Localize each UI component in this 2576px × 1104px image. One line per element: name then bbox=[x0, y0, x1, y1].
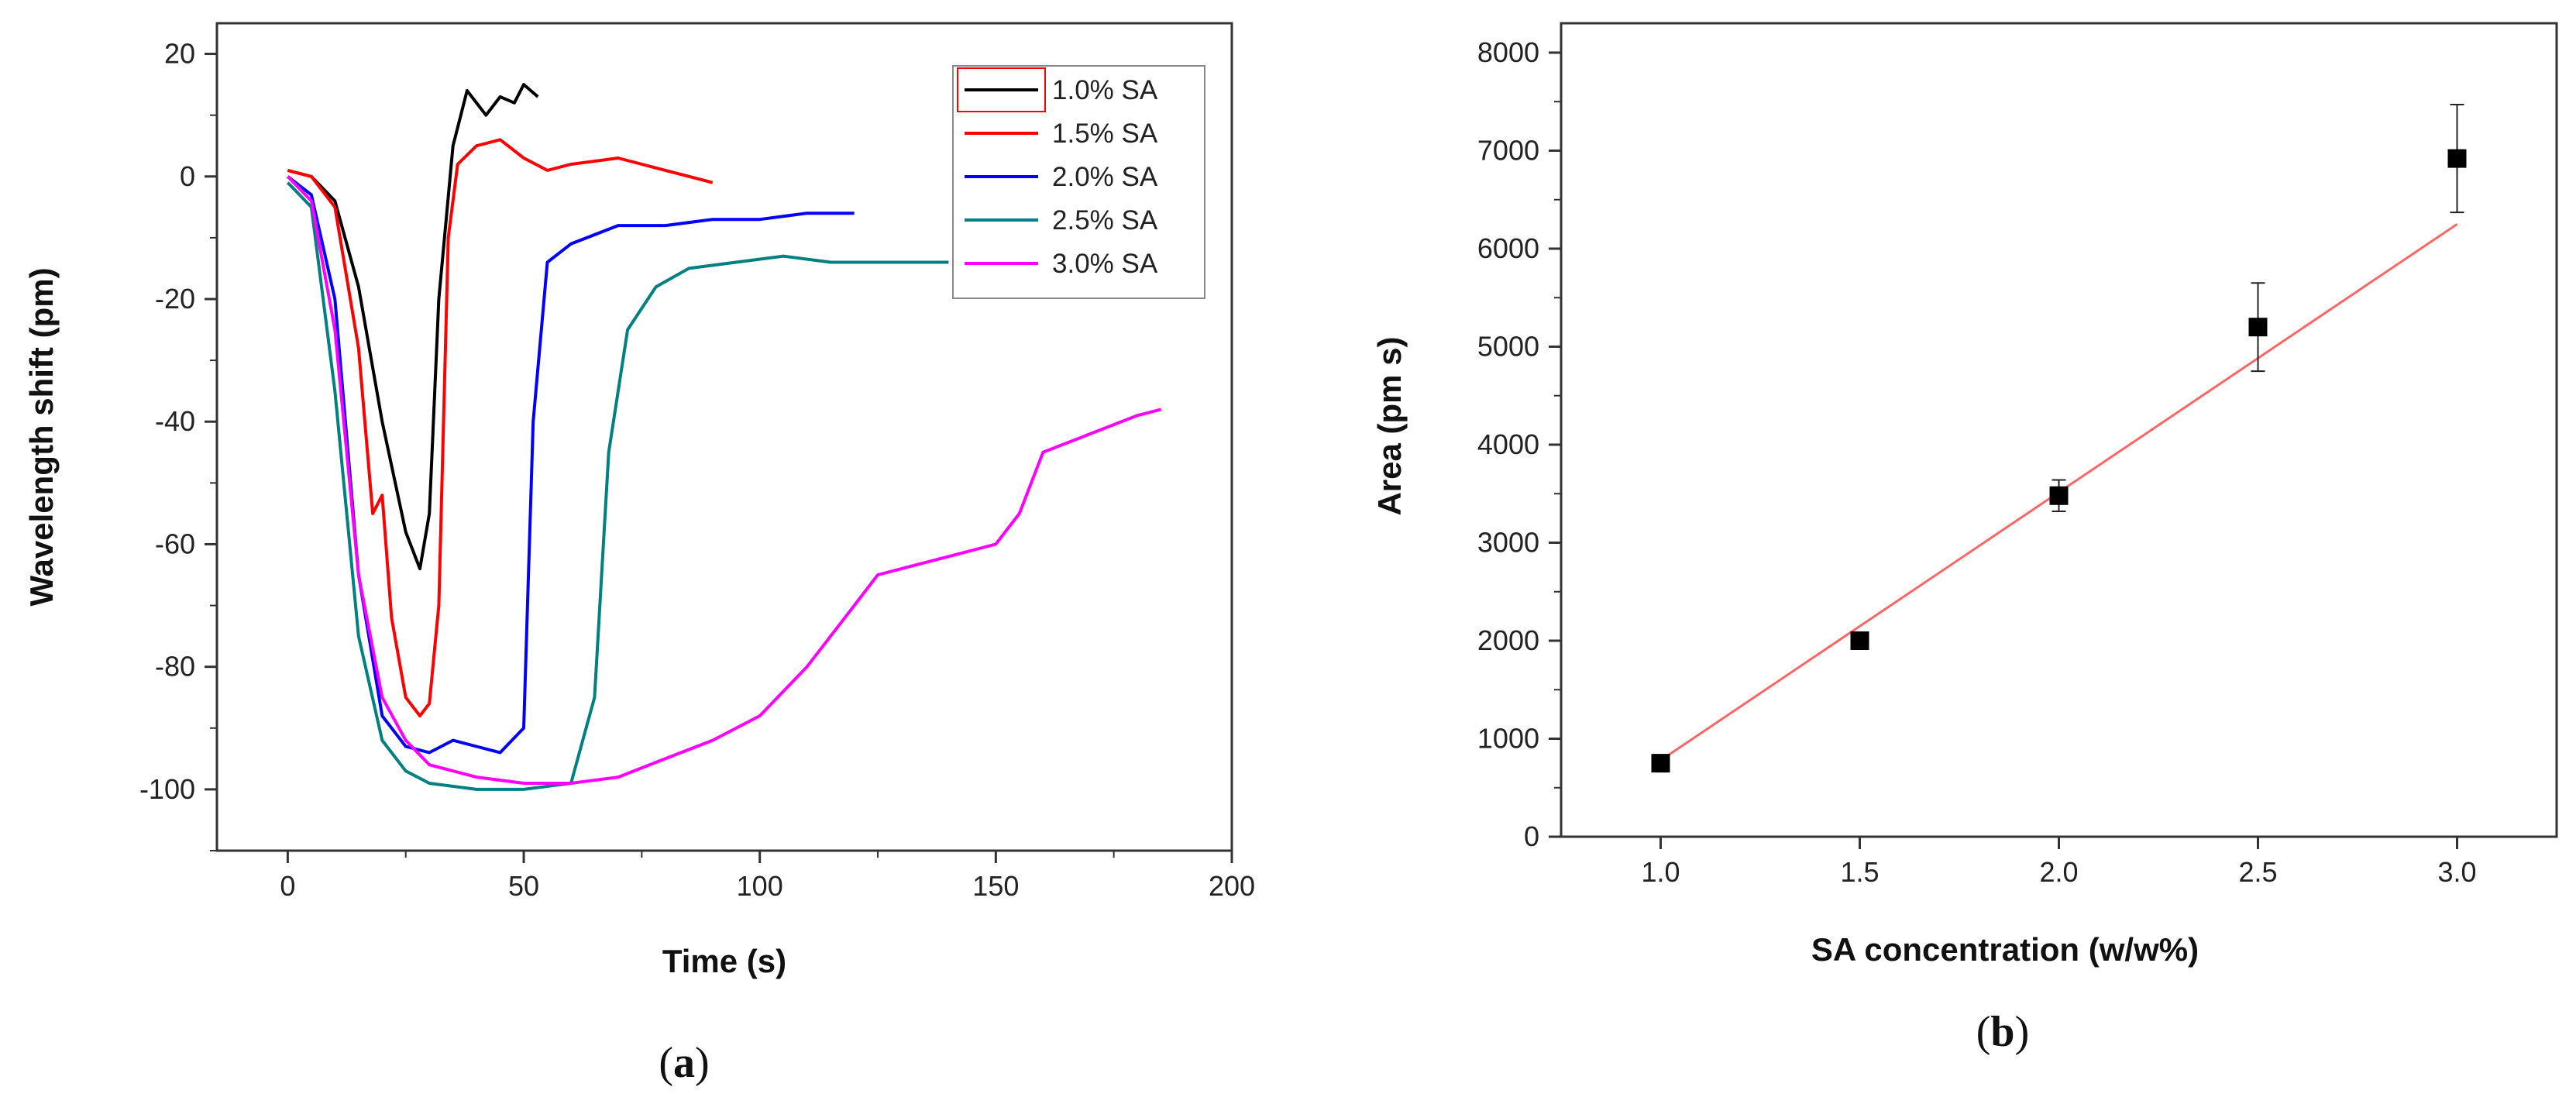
data-point bbox=[2049, 486, 2069, 505]
y-tick-label: 7000 bbox=[1477, 134, 1539, 166]
panel-a-legend: 1.0% SA 1.5% SA 2.0% SA 2.5% SA 3.0% SA bbox=[952, 65, 1205, 299]
x-tick-label: 3.0 bbox=[2437, 856, 2476, 888]
data-point bbox=[2248, 318, 2268, 337]
x-tick-label: 200 bbox=[1209, 870, 1255, 902]
x-tick-label: 1.0 bbox=[1641, 856, 1680, 888]
y-tick-label: 8000 bbox=[1477, 36, 1539, 68]
panel-a-series bbox=[286, 83, 1162, 791]
y-tick-label: -80 bbox=[155, 651, 195, 683]
y-tick-label: 1000 bbox=[1477, 722, 1539, 754]
panel-a-label: (a) bbox=[659, 1039, 709, 1087]
y-tick-label: 5000 bbox=[1477, 330, 1539, 362]
y-tick-label: -40 bbox=[155, 405, 195, 437]
legend-label: 1.0% SA bbox=[1052, 75, 1158, 105]
panel-b: 1.0 1.5 2.0 2.5 3.0 0 1000 2000 3000 4000 5000 6000… bbox=[1371, 22, 2558, 1056]
legend-items: 1.0% SA 1.5% SA 2.0% SA 2.5% SA 3.0% SA bbox=[965, 75, 1158, 279]
panel-b-ticks: 1.0 1.5 2.0 2.5 3.0 0 1000 2000 3000 4000 5000 6000… bbox=[1477, 36, 2477, 888]
series-line bbox=[287, 138, 714, 717]
x-tick-label: 100 bbox=[737, 870, 783, 902]
legend-label: 2.5% SA bbox=[1052, 205, 1158, 236]
legend-label: 3.0% SA bbox=[1052, 249, 1158, 279]
legend-highlight-box bbox=[957, 67, 1046, 112]
series-line bbox=[287, 175, 855, 755]
panel-b-y-axis-title: Area (pm s) bbox=[1371, 336, 1408, 515]
panel-b-x-axis-title: SA concentration (w/w%) bbox=[1811, 931, 2199, 968]
y-tick-label: -20 bbox=[155, 283, 195, 315]
y-tick-label: 3000 bbox=[1477, 526, 1539, 558]
x-tick-label: 0 bbox=[280, 870, 295, 902]
series-line bbox=[286, 175, 1162, 785]
x-tick-label: 1.5 bbox=[1840, 856, 1879, 888]
legend-box bbox=[952, 65, 1205, 299]
y-tick-label: 0 bbox=[180, 160, 195, 192]
panel-a-plot-frame bbox=[215, 22, 1233, 852]
x-tick-label: 2.5 bbox=[2238, 856, 2277, 888]
data-point bbox=[2447, 149, 2467, 168]
x-tick-label: 2.0 bbox=[2039, 856, 2078, 888]
y-tick-label: -100 bbox=[139, 773, 195, 805]
y-tick-label: 20 bbox=[164, 38, 195, 70]
panel-b-points bbox=[1651, 104, 2467, 773]
data-point bbox=[1651, 754, 1670, 773]
panel-a-x-axis-title: Time (s) bbox=[662, 943, 786, 979]
series-line bbox=[286, 181, 949, 791]
panel-b-plot-frame bbox=[1560, 22, 2558, 838]
panel-b-label: (b) bbox=[1976, 1008, 2029, 1056]
data-point bbox=[1850, 631, 1869, 650]
y-tick-label: 0 bbox=[1524, 820, 1539, 852]
x-tick-label: 50 bbox=[508, 870, 539, 902]
y-tick-label: 4000 bbox=[1477, 428, 1539, 460]
panel-a-y-axis-title: Wavelength shift (pm) bbox=[23, 267, 60, 606]
legend-label: 2.0% SA bbox=[1052, 162, 1158, 192]
y-tick-label: 6000 bbox=[1477, 232, 1539, 264]
x-tick-label: 150 bbox=[972, 870, 1019, 902]
y-tick-label: -60 bbox=[155, 528, 195, 559]
legend-label: 1.5% SA bbox=[1052, 119, 1158, 149]
y-tick-label: 2000 bbox=[1477, 624, 1539, 656]
series-line bbox=[287, 83, 539, 571]
